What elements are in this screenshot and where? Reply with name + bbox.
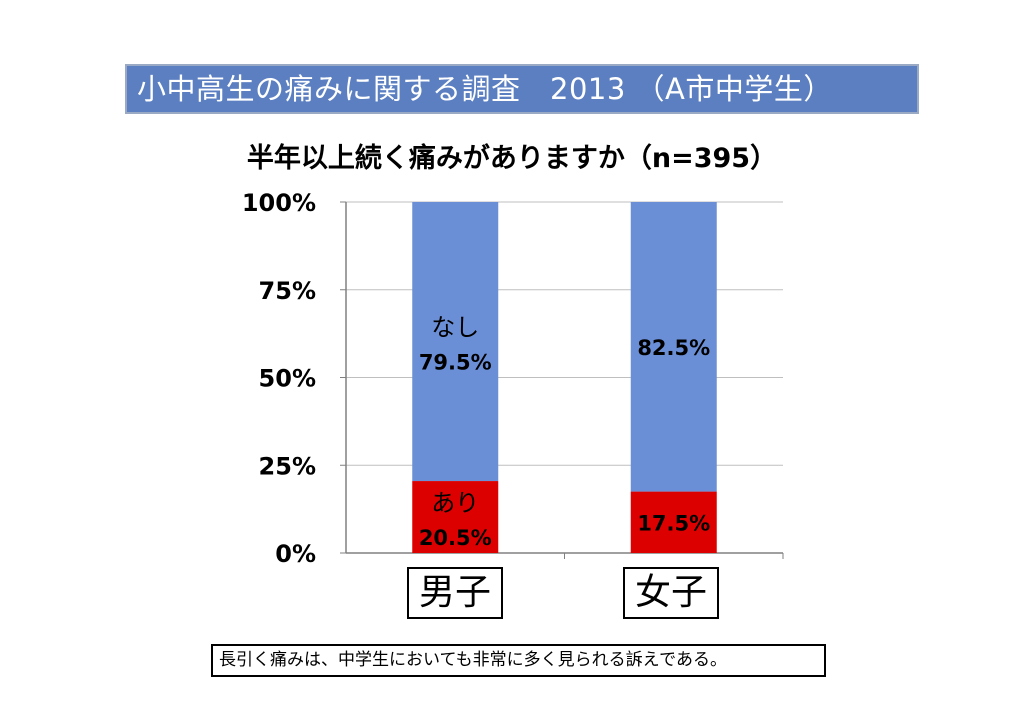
chart-subtitle: 半年以上続く痛みがありますか（n=395） (246, 143, 778, 174)
data-label: 17.5% (637, 511, 710, 535)
y-tick-label: 25% (259, 452, 316, 480)
y-tick-label: 0% (275, 540, 316, 568)
data-label: 82.5% (637, 336, 710, 360)
data-label: 79.5% (419, 351, 492, 375)
bar-segment-nashi (412, 202, 499, 482)
bar-segment-ari (412, 481, 499, 553)
bar-segment-nashi (630, 202, 717, 492)
y-tick-label: 50% (259, 365, 316, 393)
y-tick-label: 100% (242, 189, 316, 217)
category-label-female: 女子 (623, 567, 719, 619)
conclusion-note: 長引く痛みは、中学生においても非常に多く見られる訴えである。 (211, 644, 826, 677)
data-label: 20.5% (419, 526, 492, 550)
series-name-label: あり (431, 489, 479, 517)
series-name-label: なし (431, 314, 479, 342)
chart-title-banner: 小中高生の痛みに関する調査 2013 （A市中学生） (125, 64, 919, 114)
bar-segment-ari (630, 491, 717, 553)
category-label-male: 男子 (407, 567, 503, 619)
y-tick-label: 75% (259, 277, 316, 305)
